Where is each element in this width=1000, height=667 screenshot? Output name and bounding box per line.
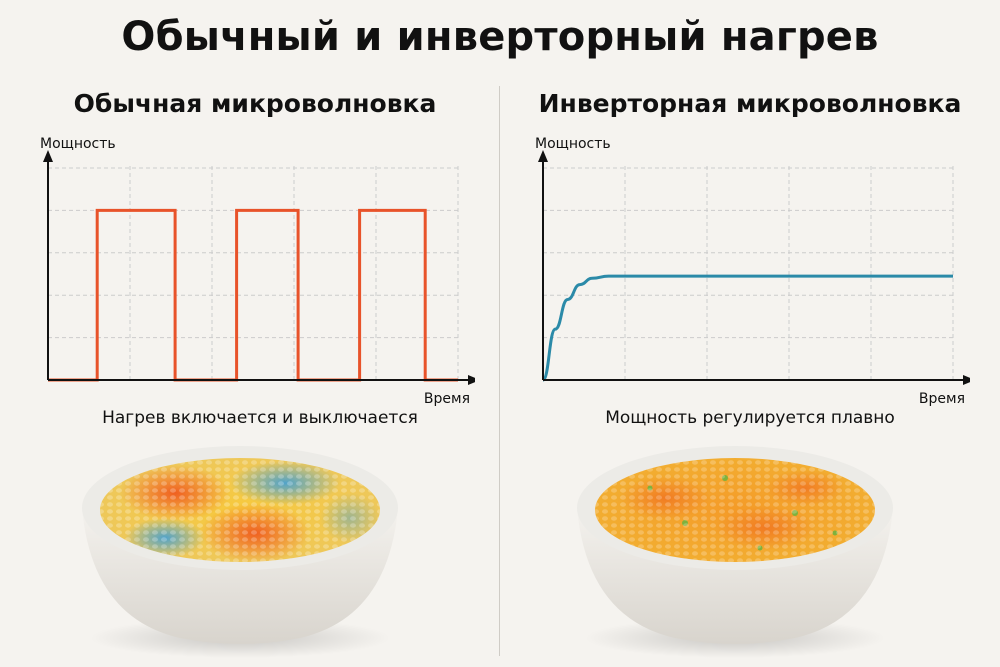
x-axis-label: Время — [424, 391, 470, 407]
x-axis-arrow — [963, 375, 970, 385]
conventional-heading: Обычная микроволновка — [73, 89, 437, 118]
x-axis-arrow — [468, 375, 475, 385]
y-axis-label: Мощность — [535, 136, 611, 152]
page-title: Обычный и инверторный нагрев — [121, 14, 879, 60]
inverter-heading: Инверторная микроволновка — [538, 89, 962, 118]
evenly-heated-bowl-image — [577, 446, 893, 658]
y-axis-arrow — [538, 150, 548, 162]
unevenly-heated-bowl-image — [82, 446, 398, 658]
chart-grid — [48, 166, 459, 380]
center-divider — [499, 86, 500, 656]
conventional-power-series — [48, 208, 458, 382]
chart-grid — [543, 166, 954, 380]
inverter-power-series — [541, 274, 953, 382]
conventional-power-chart: Мощность Время — [40, 136, 475, 407]
conventional-caption: Нагрев включается и выключается — [102, 408, 418, 428]
inverter-power-chart: Мощность Время — [535, 136, 970, 407]
x-axis-label: Время — [919, 391, 965, 407]
y-axis-arrow — [43, 150, 53, 162]
y-axis-label: Мощность — [40, 136, 116, 152]
inverter-caption: Мощность регулируется плавно — [605, 408, 895, 428]
